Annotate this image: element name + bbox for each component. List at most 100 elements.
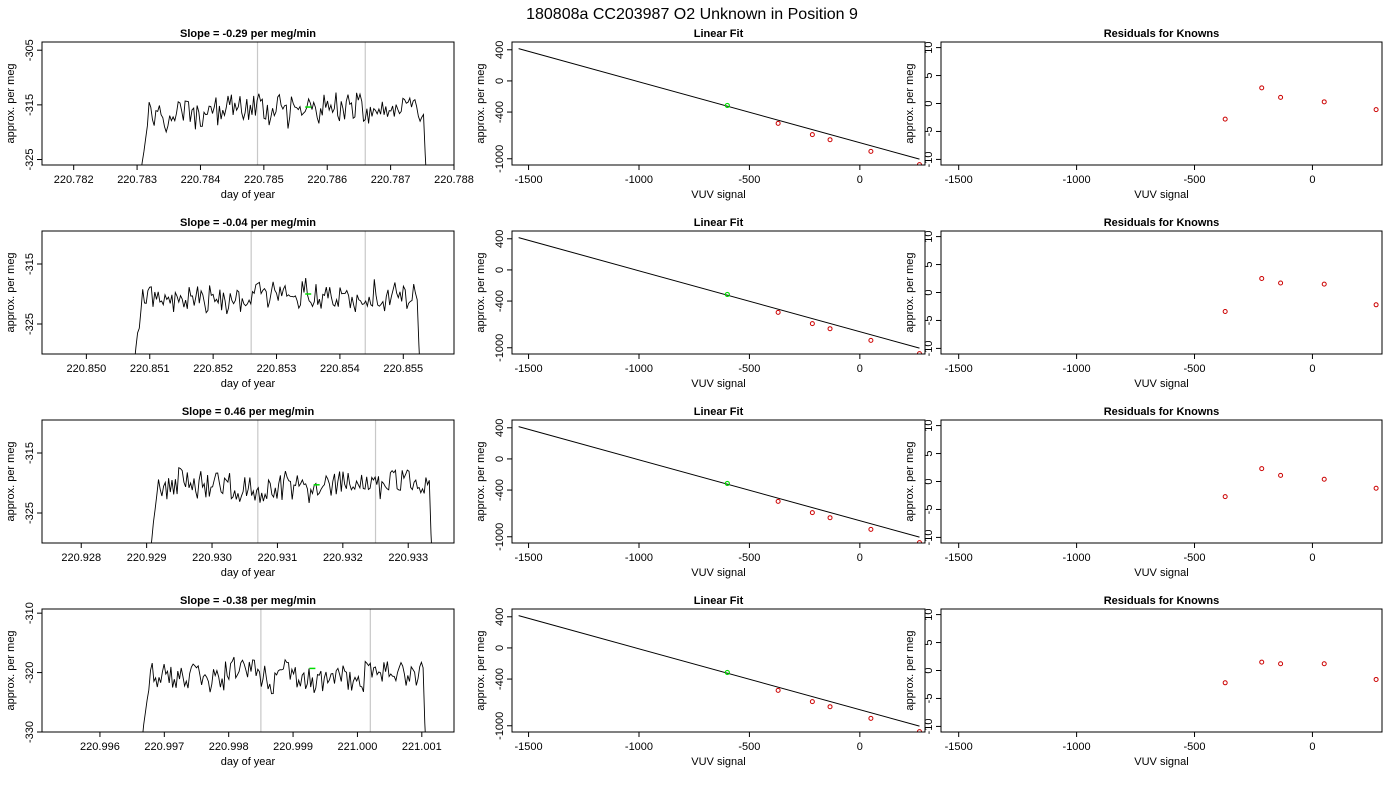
plot-area [134, 231, 420, 354]
x-tick-label: 220.851 [130, 363, 170, 375]
y-tick-label: 10 [923, 419, 935, 431]
y-tick-label: -325 [24, 502, 36, 524]
fit-line [518, 615, 920, 727]
residual-point [1222, 116, 1228, 122]
time-series-line [134, 277, 420, 354]
x-tick-label: 220.855 [383, 363, 423, 375]
known-point [868, 715, 874, 721]
y-tick-label: -315 [24, 253, 36, 275]
residual-point [1222, 494, 1228, 500]
y-tick-label: 0 [494, 78, 506, 84]
y-tick-label: -5 [923, 505, 935, 515]
y-axis-label: approx. per meg [904, 630, 916, 710]
y-tick-label: 0 [494, 456, 506, 462]
x-tick-label: 0 [857, 363, 863, 375]
y-tick-label: -400 [494, 101, 506, 123]
y-tick-label: 0 [923, 100, 935, 106]
residual-point [1278, 472, 1284, 478]
plot-area [1222, 276, 1379, 315]
x-tick-label: -500 [738, 363, 760, 375]
x-axis-label: day of year [221, 378, 276, 390]
residual-point [1222, 309, 1228, 315]
panel-frame [940, 419, 1383, 544]
y-tick-label: -400 [494, 668, 506, 690]
panel-title: Slope = 0.46 per meg/min [182, 406, 315, 418]
y-tick-label: -1000 [494, 334, 506, 362]
x-axis-label: VUV signal [691, 567, 745, 579]
y-tick-label: -315 [24, 94, 36, 116]
x-tick-label: -1000 [625, 552, 653, 564]
panel-3-time-series: Slope = -0.38 per meg/min 220.996 220.997 2… [5, 595, 455, 768]
panel-title: Residuals for Knowns [1104, 595, 1220, 607]
y-axis-label: approx. per meg [904, 252, 916, 332]
y-tick-label: 10 [923, 608, 935, 620]
y-tick-label: -10 [923, 340, 935, 356]
panel-frame [511, 230, 926, 355]
panel-3-linear-fit: Linear Fit -1500 -1000 -500 0 400 0 -400 -1000 VU… [475, 595, 926, 768]
panel-title: Slope = -0.38 per meg/min [180, 595, 316, 607]
fit-line [518, 426, 920, 538]
x-tick-label: 220.782 [54, 174, 94, 186]
x-tick-label: 220.785 [244, 174, 284, 186]
x-tick-label: 0 [1309, 174, 1315, 186]
x-tick-label: 0 [1309, 552, 1315, 564]
x-tick-label: 220.933 [388, 552, 428, 564]
known-point [775, 309, 781, 315]
known-point [868, 337, 874, 343]
residual-point [1321, 281, 1327, 287]
known-point [775, 687, 781, 693]
y-axis-label: approx. per meg [904, 441, 916, 521]
residual-point [1259, 276, 1265, 282]
residual-point [1278, 94, 1284, 100]
y-axis-label: approx. per meg [475, 441, 487, 521]
y-tick-label: -5 [923, 694, 935, 704]
panel-2-time-series: Slope = 0.46 per meg/min 220.928 220.929 22… [5, 406, 455, 579]
y-tick-label: -10 [923, 151, 935, 167]
y-tick-label: 10 [923, 230, 935, 242]
x-tick-label: 220.852 [193, 363, 233, 375]
panel-frame [511, 608, 926, 733]
residual-point [1222, 680, 1228, 686]
x-tick-label: -500 [1184, 363, 1206, 375]
residual-point [1321, 661, 1327, 667]
x-tick-label: 220.932 [323, 552, 363, 564]
y-tick-label: -5 [923, 127, 935, 137]
known-point [827, 704, 833, 710]
residual-point [1373, 676, 1379, 682]
time-series-line [142, 656, 426, 732]
x-tick-label: 0 [857, 741, 863, 753]
panel-frame [940, 230, 1383, 355]
y-tick-label: -315 [24, 442, 36, 464]
x-tick-label: 220.850 [66, 363, 106, 375]
y-axis-label: approx. per meg [5, 630, 17, 710]
y-tick-label: -5 [923, 316, 935, 326]
panel-1-residuals: Residuals for Knowns -1500 -1000 -500 0 10 5 0 -… [904, 217, 1383, 390]
x-tick-label: 0 [1309, 741, 1315, 753]
plot-area [1222, 659, 1379, 686]
known-point [775, 498, 781, 504]
y-axis-label: approx. per meg [475, 252, 487, 332]
y-tick-label: -1000 [494, 523, 506, 551]
y-tick-label: -325 [24, 313, 36, 335]
panel-0-time-series: Slope = -0.29 per meg/min 220.782 220.783 2… [5, 28, 474, 201]
plot-area [518, 237, 922, 354]
x-tick-label: 0 [857, 174, 863, 186]
figure-title: 180808a CC203987 O2 Unknown in Position … [526, 6, 858, 23]
x-tick-label: 0 [1309, 363, 1315, 375]
unknown-point [724, 102, 730, 109]
residual-point [1321, 99, 1327, 105]
known-point [809, 321, 815, 327]
x-tick-label: 221.001 [402, 741, 442, 753]
plot-area [518, 615, 922, 732]
panel-frame [41, 608, 455, 733]
known-point [809, 510, 815, 516]
y-axis-label: approx. per meg [904, 63, 916, 143]
plot-area [1222, 85, 1379, 122]
x-tick-label: 220.784 [181, 174, 221, 186]
y-tick-label: 5 [923, 450, 935, 456]
residual-point [1259, 466, 1265, 472]
plot-area [518, 426, 922, 543]
panels-group: Slope = -0.29 per meg/min 220.782 220.783 2… [5, 28, 1383, 768]
x-tick-label: 220.788 [434, 174, 474, 186]
